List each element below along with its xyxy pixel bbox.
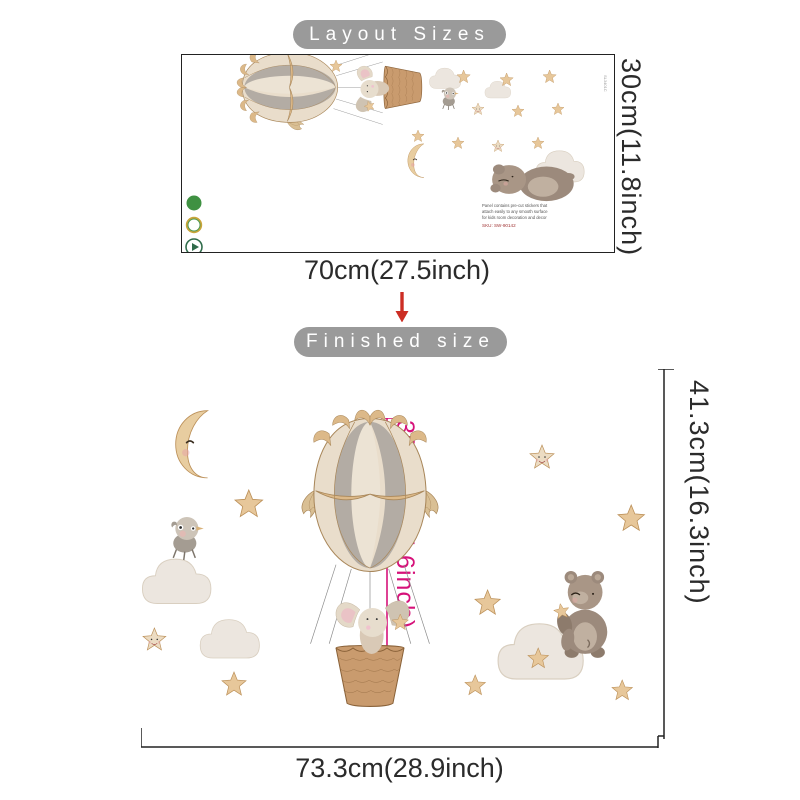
svg-text:for kids room decoration and d: for kids room decoration and decor bbox=[482, 215, 547, 220]
svg-text:SL3401C: SL3401C bbox=[603, 75, 608, 92]
svg-text:Panel contains pre-cut sticker: Panel contains pre-cut stickers that bbox=[482, 203, 548, 208]
svg-text:SKU: SW-90142: SKU: SW-90142 bbox=[482, 223, 516, 228]
svg-text:attach easily to any smooth su: attach easily to any smooth surface bbox=[482, 209, 548, 214]
